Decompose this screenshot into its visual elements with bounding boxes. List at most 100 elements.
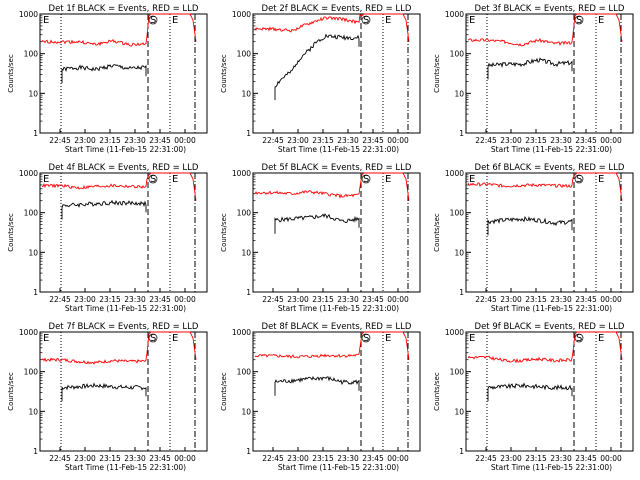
x-tick-label: 00:00: [174, 295, 196, 304]
y-tick-label: 1: [459, 129, 464, 138]
y-tick-label: 1: [33, 129, 38, 138]
panel-det-5: Det 5f BLACK = Events, RED = LLD Counts/s…: [220, 163, 421, 313]
x-tick-label: 23:45: [575, 454, 597, 463]
y-tick-label: 1000: [232, 10, 251, 19]
marker-label: E: [172, 15, 178, 26]
x-tick-label: 22:45: [49, 295, 71, 304]
x-tick-label: 23:30: [337, 295, 359, 304]
y-tick-label: 1: [246, 447, 251, 456]
s-marker-circle: [574, 15, 584, 25]
x-tick-label: 23:30: [550, 295, 572, 304]
x-tick-label: 22:45: [262, 295, 284, 304]
y-tick-label: 10: [454, 89, 464, 98]
marker-label: S: [150, 333, 156, 344]
panel-det-4: Det 4f BLACK = Events, RED = LLD Counts/s…: [7, 163, 208, 313]
marker-label: E: [172, 333, 178, 344]
chart-title: Det 3f BLACK = Events, RED = LLD: [475, 4, 625, 14]
y-tick-label: 100: [24, 209, 39, 218]
y-tick-label: 100: [450, 209, 465, 218]
plot-frame: [465, 331, 634, 452]
plot-frame: [39, 331, 208, 452]
x-axis-label: Start Time (11-Feb-15 22:31:00): [278, 304, 399, 313]
plot-frame: [465, 13, 634, 134]
marker-label: S: [150, 174, 156, 185]
series-lld-line: [467, 13, 623, 47]
x-axis-label: Start Time (11-Feb-15 22:31:00): [491, 304, 612, 313]
x-axis-label: Start Time (11-Feb-15 22:31:00): [65, 304, 186, 313]
y-tick-label: 1000: [445, 169, 464, 178]
x-tick-label: 22:45: [49, 136, 71, 145]
marker-label: E: [385, 333, 391, 344]
y-tick-label: 10: [241, 248, 251, 257]
x-tick-label: 23:45: [362, 454, 384, 463]
y-axis-label: Counts/sec: [220, 213, 228, 252]
marker-label: E: [385, 15, 391, 26]
marker-label: E: [43, 15, 49, 26]
series-events-line: [61, 199, 147, 220]
series-events-line: [61, 382, 147, 402]
plot-frame: [39, 172, 208, 293]
y-axis-label: Counts/sec: [433, 213, 441, 252]
x-tick-label: 00:00: [600, 136, 622, 145]
chart-title: Det 7f BLACK = Events, RED = LLD: [49, 322, 199, 332]
marker-label: E: [43, 174, 49, 185]
x-tick-label: 23:00: [500, 295, 522, 304]
x-tick-label: 23:00: [500, 136, 522, 145]
chart-title: Det 2f BLACK = Events, RED = LLD: [262, 4, 412, 14]
x-tick-label: 22:45: [262, 454, 284, 463]
x-tick-label: 23:15: [99, 454, 121, 463]
y-axis-label: Counts/sec: [7, 54, 15, 93]
x-tick-label: 22:45: [475, 136, 497, 145]
x-tick-label: 23:00: [74, 295, 96, 304]
panel-det-8: Det 8f BLACK = Events, RED = LLD Counts/s…: [220, 322, 421, 472]
series-events-line: [274, 33, 360, 101]
series-events-line: [487, 215, 573, 236]
y-tick-label: 1000: [19, 10, 38, 19]
y-tick-label: 10: [28, 407, 38, 416]
x-tick-label: 00:00: [387, 295, 409, 304]
s-marker-circle: [361, 15, 371, 25]
y-tick-label: 1000: [19, 169, 38, 178]
y-tick-label: 100: [24, 50, 39, 59]
x-tick-label: 23:15: [312, 295, 334, 304]
y-tick-label: 100: [237, 209, 252, 218]
y-tick-label: 10: [454, 248, 464, 257]
x-tick-label: 23:45: [149, 454, 171, 463]
x-tick-label: 23:00: [500, 454, 522, 463]
s-marker-circle: [574, 333, 584, 343]
marker-label: E: [469, 174, 475, 185]
marker-label: S: [363, 333, 369, 344]
y-axis-label: Counts/sec: [433, 372, 441, 411]
x-axis-label: Start Time (11-Feb-15 22:31:00): [491, 463, 612, 472]
x-tick-label: 23:30: [337, 136, 359, 145]
x-tick-label: 00:00: [387, 136, 409, 145]
x-axis-label: Start Time (11-Feb-15 22:31:00): [65, 463, 186, 472]
plot-frame: [252, 331, 421, 452]
y-tick-label: 1: [33, 288, 38, 297]
x-tick-label: 23:30: [124, 136, 146, 145]
y-tick-label: 100: [237, 368, 252, 377]
panel-det-2: Det 2f BLACK = Events, RED = LLD Counts/s…: [220, 4, 421, 154]
y-tick-label: 1000: [445, 10, 464, 19]
x-tick-label: 23:15: [312, 136, 334, 145]
plot-frame: [39, 13, 208, 134]
y-tick-label: 100: [450, 50, 465, 59]
series-lld-line: [41, 13, 197, 47]
plot-frame: [252, 13, 421, 134]
y-tick-label: 10: [241, 407, 251, 416]
x-tick-label: 23:30: [124, 454, 146, 463]
chart-title: Det 4f BLACK = Events, RED = LLD: [49, 163, 199, 173]
marker-label: E: [598, 15, 604, 26]
x-tick-label: 22:45: [475, 295, 497, 304]
series-events-line: [487, 57, 573, 80]
x-tick-label: 23:15: [99, 295, 121, 304]
y-tick-label: 1: [246, 129, 251, 138]
chart-title: Det 9f BLACK = Events, RED = LLD: [475, 322, 625, 332]
series-events-line: [487, 382, 573, 402]
s-marker-circle: [148, 174, 158, 184]
x-tick-label: 00:00: [174, 136, 196, 145]
x-tick-label: 23:00: [287, 136, 309, 145]
x-tick-label: 00:00: [600, 295, 622, 304]
